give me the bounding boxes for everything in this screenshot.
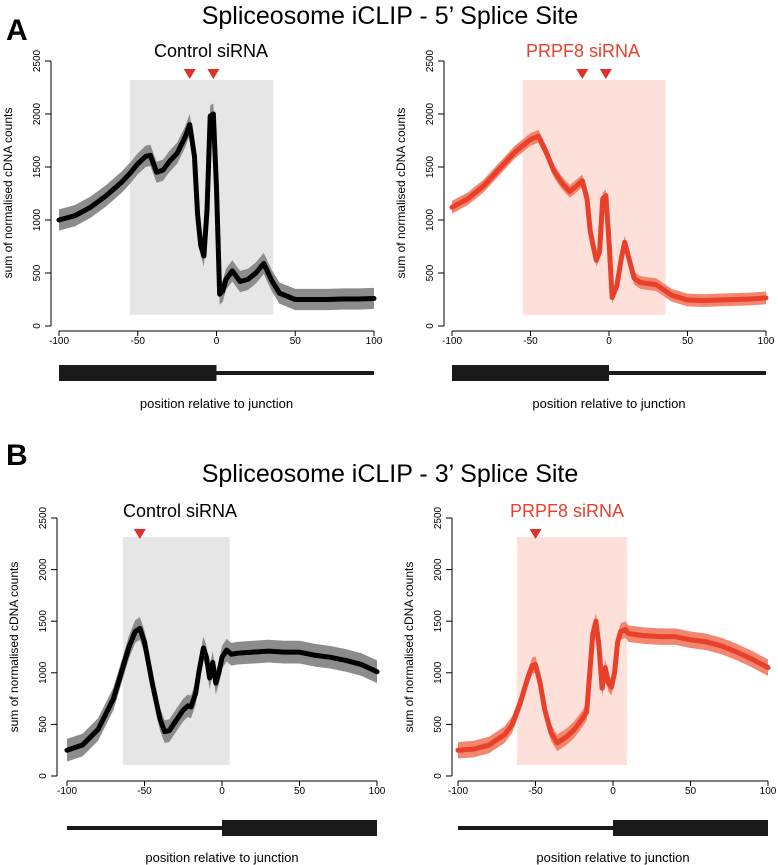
x-tick-label: 100 — [369, 786, 386, 797]
x-tick-label: 100 — [760, 786, 777, 797]
binding-marker — [599, 69, 612, 79]
y-tick-label: 0 — [433, 773, 444, 779]
y-tick-label: 1500 — [433, 610, 444, 633]
x-axis-label: position relative to junction — [145, 850, 298, 865]
x-tick-label: 100 — [758, 336, 775, 347]
chart-title: PRPF8 siRNA — [510, 501, 624, 521]
y-tick-label: 1000 — [38, 661, 49, 684]
binding-marker — [207, 69, 220, 79]
x-tick-label: 0 — [214, 336, 220, 347]
x-tick-label: 0 — [610, 786, 616, 797]
series-line — [56, 111, 377, 302]
x-tick-label: 50 — [682, 336, 694, 347]
binding-marker — [133, 529, 146, 539]
y-tick-label: 1000 — [32, 208, 43, 231]
x-tick-label: -100 — [442, 336, 462, 347]
x-tick-label: 50 — [294, 786, 306, 797]
y-axis-label: sum of normalised cDNA counts — [7, 562, 21, 733]
y-tick-label: 2000 — [425, 102, 436, 125]
y-tick-label: 2000 — [433, 558, 444, 581]
panel-a-letter: A — [6, 14, 28, 47]
series-line — [64, 625, 380, 753]
shaded-region — [522, 80, 666, 315]
y-tick-label: 2500 — [425, 49, 436, 72]
y-tick-label: 1500 — [32, 155, 43, 178]
x-axis-label: position relative to junction — [536, 850, 689, 865]
y-tick-label: 0 — [425, 323, 436, 329]
y-tick-label: 500 — [425, 264, 436, 281]
binding-marker — [183, 69, 196, 79]
x-axis-label: position relative to junction — [140, 396, 293, 411]
y-tick-label: 1500 — [425, 155, 436, 178]
x-tick-label: 50 — [685, 786, 697, 797]
y-axis-label: sum of normalised cDNA counts — [402, 562, 416, 733]
chart-title: Control siRNA — [123, 501, 237, 521]
y-tick-label: 1000 — [425, 208, 436, 231]
chart-title: PRPF8 siRNA — [526, 41, 640, 61]
binding-marker — [576, 69, 589, 79]
intron-bar — [67, 826, 222, 830]
y-tick-label: 0 — [32, 323, 43, 329]
series-line — [455, 618, 771, 753]
y-tick-label: 2500 — [433, 506, 444, 529]
panel-b-title: Spliceosome iCLIP - 3’ Splice Site — [202, 460, 579, 488]
intron-bar — [458, 826, 613, 830]
y-tick-label: 2500 — [32, 49, 43, 72]
exon-bar — [222, 820, 377, 836]
x-axis-label: position relative to junction — [532, 396, 685, 411]
x-tick-label: 0 — [606, 336, 612, 347]
x-tick-label: 100 — [366, 336, 383, 347]
x-tick-label: -100 — [448, 786, 468, 797]
y-tick-label: 2000 — [38, 558, 49, 581]
y-tick-label: 2500 — [38, 506, 49, 529]
y-axis-label: sum of normalised cDNA counts — [1, 108, 15, 279]
x-tick-label: -50 — [131, 336, 146, 347]
x-tick-label: -100 — [57, 786, 77, 797]
series-line — [449, 133, 769, 304]
y-tick-label: 500 — [433, 716, 444, 733]
panel-a-title: Spliceosome iCLIP - 5’ Splice Site — [202, 2, 579, 30]
exon-bar — [59, 365, 217, 381]
exon-bar — [452, 365, 609, 381]
x-tick-label: -50 — [137, 786, 152, 797]
exon-bar — [613, 820, 768, 836]
error-band — [59, 103, 374, 311]
y-axis-label: sum of normalised cDNA counts — [394, 108, 408, 279]
binding-marker — [529, 529, 542, 539]
x-tick-label: -50 — [528, 786, 543, 797]
x-tick-label: 50 — [290, 336, 302, 347]
panel-b-letter: B — [6, 439, 28, 472]
intron-bar — [609, 371, 766, 375]
x-tick-label: -50 — [523, 336, 538, 347]
chart-title: Control siRNA — [154, 41, 268, 61]
x-tick-label: -100 — [49, 336, 69, 347]
x-tick-label: 0 — [219, 786, 225, 797]
y-tick-label: 2000 — [32, 102, 43, 125]
y-tick-label: 0 — [38, 773, 49, 779]
intron-bar — [216, 371, 374, 375]
y-tick-label: 500 — [32, 264, 43, 281]
y-tick-label: 1500 — [38, 610, 49, 633]
y-tick-label: 1000 — [433, 661, 444, 684]
y-tick-label: 500 — [38, 716, 49, 733]
